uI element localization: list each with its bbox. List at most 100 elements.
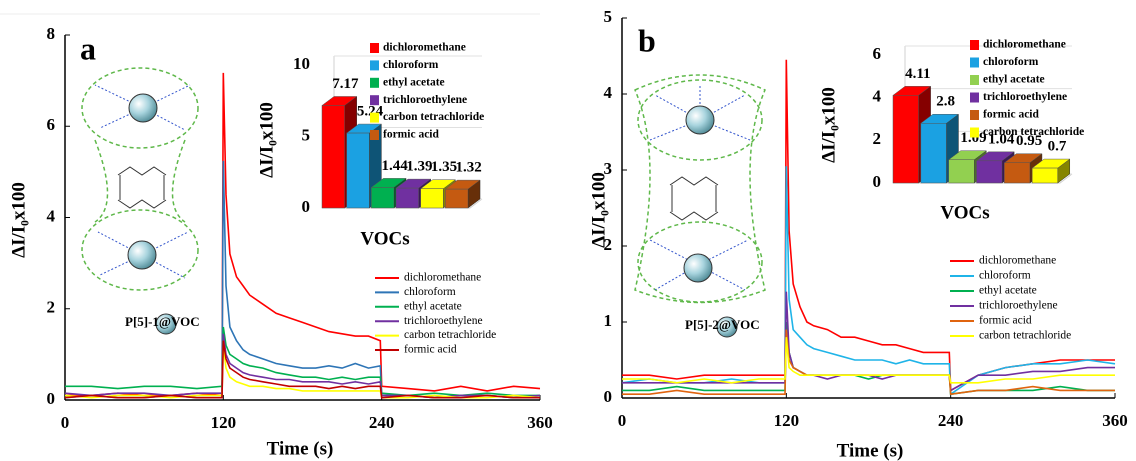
value-label: 4.11 (905, 66, 930, 82)
x-tick-label: 240 (369, 413, 395, 432)
y-tick-label: 0 (873, 172, 882, 191)
y-tick-label: 1 (604, 311, 613, 330)
bar (892, 95, 919, 184)
legend-label: trichloroethylene (383, 94, 467, 106)
series-line (64, 340, 540, 399)
legend-label: carbon tetrachloride (979, 330, 1071, 342)
legend-label: dichloromethane (983, 39, 1066, 51)
y-tick-label: 2 (873, 129, 882, 148)
annotation: P[5]-1@VOC (125, 314, 200, 329)
series-line (64, 345, 541, 399)
molecule-b (634, 74, 766, 338)
bar (976, 160, 1003, 184)
legend-label: formic acid (383, 129, 439, 141)
x-tick-label: 240 (938, 411, 964, 430)
legend-swatch (370, 60, 379, 71)
y-tick-label: 6 (873, 44, 882, 63)
legend-label: chloroform (983, 56, 1039, 68)
y-tick-label: 4 (873, 87, 882, 106)
x-tick-label: 360 (1102, 411, 1128, 430)
annotation: P[5]-2@VOC (685, 317, 760, 332)
legend-swatch (370, 112, 379, 123)
legend-label: formic acid (404, 344, 457, 356)
legend-label: formic acid (983, 109, 1039, 121)
panel-label: b (638, 22, 656, 58)
legend-label: chloroform (979, 270, 1031, 282)
value-label: 1.32 (456, 160, 482, 176)
value-label: 1.09 (960, 130, 986, 146)
legend-label: carbon tetrachloride (383, 111, 484, 123)
legend-swatch (970, 127, 979, 138)
y-tick-label: 0 (302, 197, 311, 216)
panel-label: a (80, 30, 96, 66)
y-axis-label: ΔI/I₀x100 (818, 87, 839, 163)
y-tick-label: 4 (47, 206, 56, 225)
legend-swatch (970, 110, 979, 120)
bar (395, 187, 419, 209)
legend-label: ethyl acetate (979, 285, 1037, 297)
y-tick-label: 2 (47, 298, 56, 317)
legend-label: carbon tetrachloride (404, 329, 496, 341)
value-label: 7.17 (332, 76, 359, 92)
bar (420, 188, 444, 209)
x-axis-label: VOCs (940, 202, 989, 223)
legend-label: trichloroethylene (979, 300, 1058, 312)
legend-label: trichloroethylene (983, 91, 1067, 103)
y-tick-label: 8 (47, 24, 56, 43)
y-axis-label: ΔI/I₀x100 (8, 182, 29, 258)
x-axis-label: Time (s) (837, 440, 904, 461)
legend-swatch (970, 57, 979, 68)
value-label: 0.95 (1016, 133, 1042, 149)
legend-label: carbon tetrachloride (983, 126, 1084, 138)
legend-swatch (970, 40, 979, 50)
value-label: 1.39 (406, 159, 432, 175)
bar (321, 105, 345, 209)
legend-label: trichloroethylene (404, 315, 483, 327)
x-tick-label: 120 (211, 413, 237, 432)
y-tick-label: 4 (604, 83, 613, 102)
legend-label: formic acid (979, 315, 1032, 327)
y-tick-label: 2 (604, 235, 613, 254)
value-label: 0.7 (1048, 139, 1067, 155)
y-tick-label: 0 (47, 389, 56, 408)
legend-label: ethyl acetate (404, 300, 462, 312)
value-label: 2.8 (936, 94, 955, 110)
x-tick-label: 360 (527, 413, 553, 432)
series-line (622, 337, 1115, 384)
legend-label: dichloromethane (404, 272, 481, 284)
value-label: 1.35 (431, 159, 457, 175)
y-tick-label: 0 (604, 387, 613, 406)
legend-swatch (970, 92, 979, 103)
bar-shade (468, 180, 481, 208)
y-tick-label: 5 (302, 125, 311, 144)
x-tick-label: 120 (774, 411, 800, 430)
bar (445, 188, 469, 209)
legend-swatch (370, 95, 379, 106)
y-tick-label: 6 (47, 115, 56, 134)
molecule-a (81, 67, 199, 335)
legend-label: dichloromethane (383, 42, 466, 54)
legend-label: chloroform (404, 286, 456, 298)
value-label: 1.44 (382, 158, 409, 174)
bar (346, 132, 370, 209)
y-tick-label: 10 (293, 54, 310, 73)
legend-swatch (370, 77, 379, 88)
legend-swatch (970, 75, 979, 85)
y-axis-label: ΔI/I₀x100 (256, 102, 277, 178)
x-axis-label: Time (s) (267, 438, 334, 459)
x-tick-label: 0 (61, 413, 70, 432)
legend-swatch (370, 43, 379, 53)
bar (920, 123, 947, 184)
y-axis-label: ΔI/I₀x100 (588, 172, 609, 248)
legend-swatch (370, 130, 379, 140)
legend-label: chloroform (383, 59, 439, 71)
legend-label: ethyl acetate (983, 74, 1045, 86)
legend-label: dichloromethane (979, 255, 1056, 267)
bar (1004, 162, 1031, 184)
y-tick-label: 5 (604, 7, 613, 26)
x-tick-label: 0 (618, 411, 627, 430)
value-label: 1.04 (988, 131, 1015, 147)
legend-label: ethyl acetate (383, 76, 445, 88)
bar-shade (1057, 159, 1070, 183)
